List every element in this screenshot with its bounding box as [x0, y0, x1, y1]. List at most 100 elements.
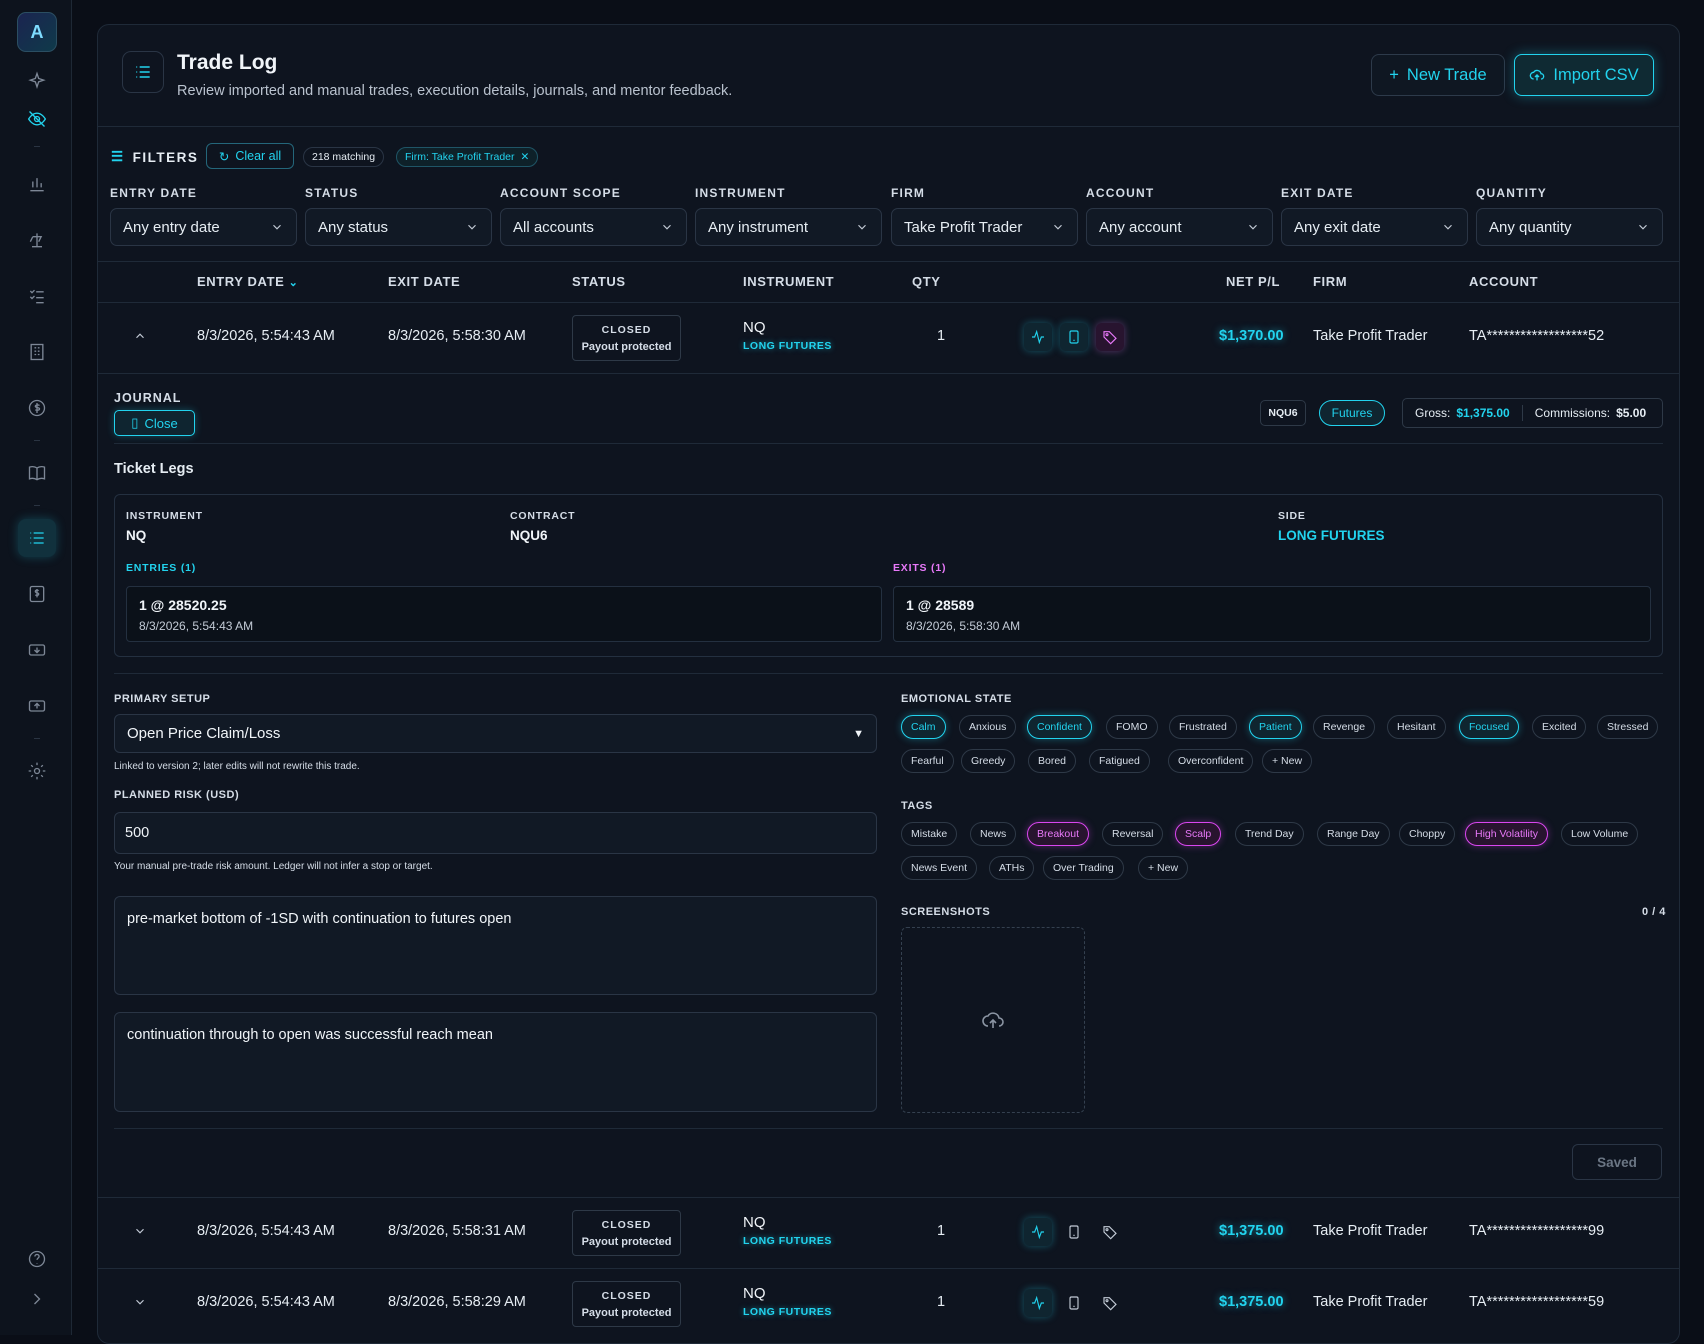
emotion-chip[interactable]: Overconfident [1168, 749, 1254, 773]
emotion-chip[interactable]: Confident [1027, 715, 1092, 739]
new-tag-button[interactable]: + New [1138, 856, 1189, 880]
tablet-icon[interactable] [1060, 323, 1088, 351]
payout-out-icon[interactable] [18, 687, 56, 725]
ledger-icon[interactable] [18, 575, 56, 613]
sparkle-icon[interactable] [18, 62, 56, 100]
emotion-chip[interactable]: Hesitant [1387, 715, 1446, 739]
tag-chip[interactable]: ATHs [989, 856, 1035, 880]
settings-icon[interactable] [18, 752, 56, 790]
col-instrument[interactable]: INSTRUMENT [743, 274, 835, 289]
tag-chip[interactable]: Reversal [1102, 822, 1164, 846]
tag-icon[interactable] [1096, 323, 1124, 351]
tag-chip[interactable]: Choppy [1399, 822, 1456, 846]
screenshot-dropzone[interactable] [901, 927, 1085, 1113]
col-exit-date[interactable]: EXIT DATE [388, 274, 461, 289]
emotion-chip[interactable]: Stressed [1597, 715, 1659, 739]
screenshots-count: 0 / 4 [1642, 906, 1666, 918]
emotion-chip[interactable]: Calm [901, 715, 946, 739]
col-qty[interactable]: QTY [912, 274, 941, 289]
eye-off-icon[interactable] [18, 100, 56, 138]
tag-chip[interactable]: Low Volume [1561, 822, 1639, 846]
new-emotion-button[interactable]: + New [1262, 749, 1313, 773]
building-icon[interactable] [18, 333, 56, 371]
trade-log-icon[interactable] [18, 519, 56, 557]
chart-icon[interactable] [18, 165, 56, 203]
quantity-select[interactable]: Any quantity [1476, 208, 1663, 246]
account-select[interactable]: Any account [1086, 208, 1273, 246]
close-journal-button[interactable]: ▯ Close [114, 410, 195, 436]
tag-icon[interactable] [1096, 1218, 1124, 1246]
emotion-chip[interactable]: Bored [1028, 749, 1077, 773]
emotion-chip[interactable]: Revenge [1313, 715, 1376, 739]
help-icon[interactable] [18, 1240, 56, 1278]
emotion-chip[interactable]: Focused [1459, 715, 1520, 739]
tablet-icon[interactable] [1060, 1218, 1088, 1246]
firm-select[interactable]: Take Profit Trader [891, 208, 1078, 246]
expand-icon[interactable] [18, 1280, 56, 1318]
table-row[interactable]: 8/3/2026, 5:54:43 AM 8/3/2026, 5:58:31 A… [98, 1198, 1679, 1268]
tag-chip[interactable]: Breakout [1027, 822, 1090, 846]
clear-all-button[interactable]: ↻ Clear all [206, 143, 294, 169]
planned-risk-label: PLANNED RISK (USD) [114, 789, 240, 801]
close-icon: ✕ [520, 151, 530, 163]
checklist-icon[interactable] [18, 277, 56, 315]
matching-count: 218 matching [303, 147, 385, 167]
tag-chip[interactable]: Trend Day [1235, 822, 1304, 846]
scale-icon[interactable] [18, 221, 56, 259]
status-select[interactable]: Any status [305, 208, 492, 246]
emotion-chip[interactable]: Anxious [959, 715, 1017, 739]
payout-in-icon[interactable] [18, 631, 56, 669]
table-row[interactable]: 8/3/2026, 5:54:43 AM 8/3/2026, 5:58:30 A… [98, 303, 1679, 373]
emotional-state-label: EMOTIONAL STATE [901, 693, 1012, 705]
col-entry-date[interactable]: ENTRY DATE ⌄ [197, 274, 299, 289]
tablet-icon[interactable] [1060, 1289, 1088, 1317]
chevron-down-icon[interactable] [133, 1224, 147, 1243]
table-row[interactable]: 8/3/2026, 5:54:43 AM 8/3/2026, 5:58:29 A… [98, 1269, 1679, 1339]
activity-icon[interactable] [1024, 1289, 1052, 1317]
journal-label: JOURNAL [114, 391, 182, 405]
entry-date-select[interactable]: Any entry date [110, 208, 297, 246]
tag-chip[interactable]: High Volatility [1465, 822, 1549, 846]
emotion-chip[interactable]: Patient [1249, 715, 1302, 739]
emotion-chip[interactable]: FOMO [1106, 715, 1158, 739]
chevron-down-icon[interactable] [133, 1295, 147, 1314]
saved-button[interactable]: Saved [1572, 1144, 1662, 1180]
activity-icon[interactable] [1024, 1218, 1052, 1246]
cloud-upload-icon [982, 1012, 1004, 1028]
tag-chip[interactable]: Over Trading [1043, 856, 1124, 880]
tag-chip[interactable]: News Event [901, 856, 978, 880]
new-trade-button[interactable]: + New Trade [1371, 54, 1505, 96]
account-scope-select[interactable]: All accounts [500, 208, 687, 246]
book-icon[interactable] [18, 454, 56, 492]
emotion-chip[interactable]: Fatigued [1089, 749, 1150, 773]
firm-filter-chip[interactable]: Firm: Take Profit Trader ✕ [396, 147, 539, 167]
exit-date-select[interactable]: Any exit date [1281, 208, 1468, 246]
tag-icon[interactable] [1096, 1289, 1124, 1317]
dollar-circle-icon[interactable] [18, 389, 56, 427]
planned-risk-input[interactable]: 500 [114, 812, 877, 854]
col-status[interactable]: STATUS [572, 274, 626, 289]
tag-chip[interactable]: News [970, 822, 1017, 846]
col-net-pnl[interactable]: NET P/L [1226, 274, 1281, 289]
tag-chip[interactable]: Scalp [1175, 822, 1222, 846]
activity-icon[interactable] [1024, 323, 1052, 351]
ticket-legs-card: INSTRUMENT NQ CONTRACT NQU6 SIDE LONG FU… [114, 494, 1663, 657]
tag-chip[interactable]: Range Day [1317, 822, 1390, 846]
emotion-chip[interactable]: Fearful [901, 749, 954, 773]
tag-chip[interactable]: Mistake [901, 822, 958, 846]
chevron-up-icon[interactable] [133, 329, 147, 348]
primary-setup-select[interactable]: Open Price Claim/Loss ▼ [114, 714, 877, 753]
entry-date: 8/3/2026, 5:54:43 AM [197, 1294, 335, 1310]
pre-trade-notes[interactable]: pre-market bottom of -1SD with continuat… [114, 896, 877, 995]
app-logo[interactable]: A [17, 12, 57, 52]
import-csv-button[interactable]: Import CSV [1514, 54, 1654, 96]
status-badge: CLOSED Payout protected [572, 315, 681, 361]
col-firm[interactable]: FIRM [1313, 274, 1348, 289]
instrument-select[interactable]: Any instrument [695, 208, 882, 246]
emotion-chip[interactable]: Greedy [961, 749, 1016, 773]
emotion-chip[interactable]: Frustrated [1169, 715, 1237, 739]
emotion-chip[interactable]: Excited [1532, 715, 1587, 739]
account: TA******************52 [1469, 328, 1605, 344]
post-trade-notes[interactable]: continuation through to open was success… [114, 1012, 877, 1112]
col-account[interactable]: ACCOUNT [1469, 274, 1539, 289]
